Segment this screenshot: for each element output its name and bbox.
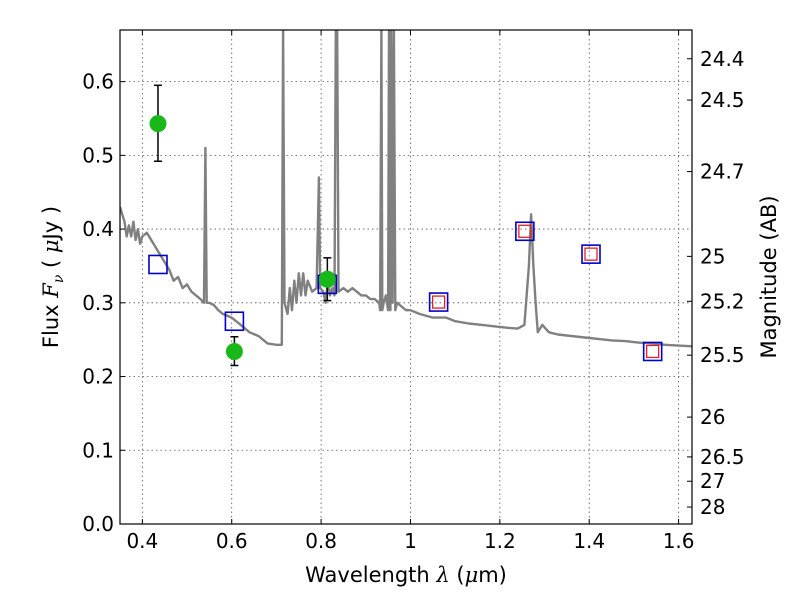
model-square-marker	[515, 221, 535, 242]
y-tick-label: 0.3	[82, 291, 114, 315]
right-tick-label: 25	[700, 244, 725, 268]
model-square-marker	[642, 341, 663, 362]
x-tick-label: 0.6	[216, 529, 248, 553]
model-square-marker	[224, 311, 245, 332]
x-tick-label: 1.2	[484, 529, 516, 553]
photometry-point	[318, 270, 336, 288]
right-tick-label: 28	[700, 495, 725, 519]
x-tick-label: 0.4	[126, 529, 158, 553]
y-tick-label: 0.5	[82, 143, 114, 167]
observed-square-marker	[584, 247, 598, 261]
y-tick-label: 0.4	[82, 217, 114, 241]
right-tick-label: 27	[700, 469, 725, 493]
photometry-point	[149, 115, 167, 133]
axis-ticks: 0.4 0.6 0.8 1 1.2 1.4 1.6 0.0 0.1 0.2 0.3 0.4 0.5 0.6…	[82, 30, 745, 553]
right-axis-label: Magnitude (AB)	[757, 195, 781, 358]
plot-area	[120, 30, 692, 367]
observed-square-marker	[518, 224, 532, 238]
model-square-marker	[581, 244, 601, 264]
right-tick-label: 26	[700, 405, 725, 429]
x-axis-label: Wavelength λ (μm)	[305, 563, 507, 587]
right-tick-label: 26.5	[700, 445, 745, 469]
right-tick-label: 25.2	[700, 289, 745, 313]
model-square-marker	[148, 254, 168, 275]
observed-square-marker	[431, 295, 446, 309]
y-tick-label: 0.2	[82, 365, 114, 389]
right-tick-label: 24.7	[700, 160, 745, 184]
x-tick-label: 1	[404, 529, 417, 553]
right-tick-label: 24.5	[700, 88, 745, 112]
x-tick-label: 1.4	[573, 529, 605, 553]
observed-square-marker	[646, 344, 660, 359]
y-tick-label: 0.0	[82, 512, 114, 536]
x-tick-label: 0.8	[305, 529, 337, 553]
y-tick-label: 0.6	[82, 70, 114, 94]
photometry-point	[225, 342, 243, 360]
right-tick-label: 25.5	[700, 343, 745, 367]
model-square-marker	[428, 292, 449, 312]
plot-frame	[119, 29, 693, 525]
spectrum-line	[120, 30, 692, 348]
x-tick-label: 1.6	[663, 529, 695, 553]
y-axis-label: Flux Fν ( μJy )	[39, 206, 67, 348]
y-tick-label: 0.1	[82, 438, 114, 462]
right-tick-label: 24.4	[700, 47, 745, 71]
